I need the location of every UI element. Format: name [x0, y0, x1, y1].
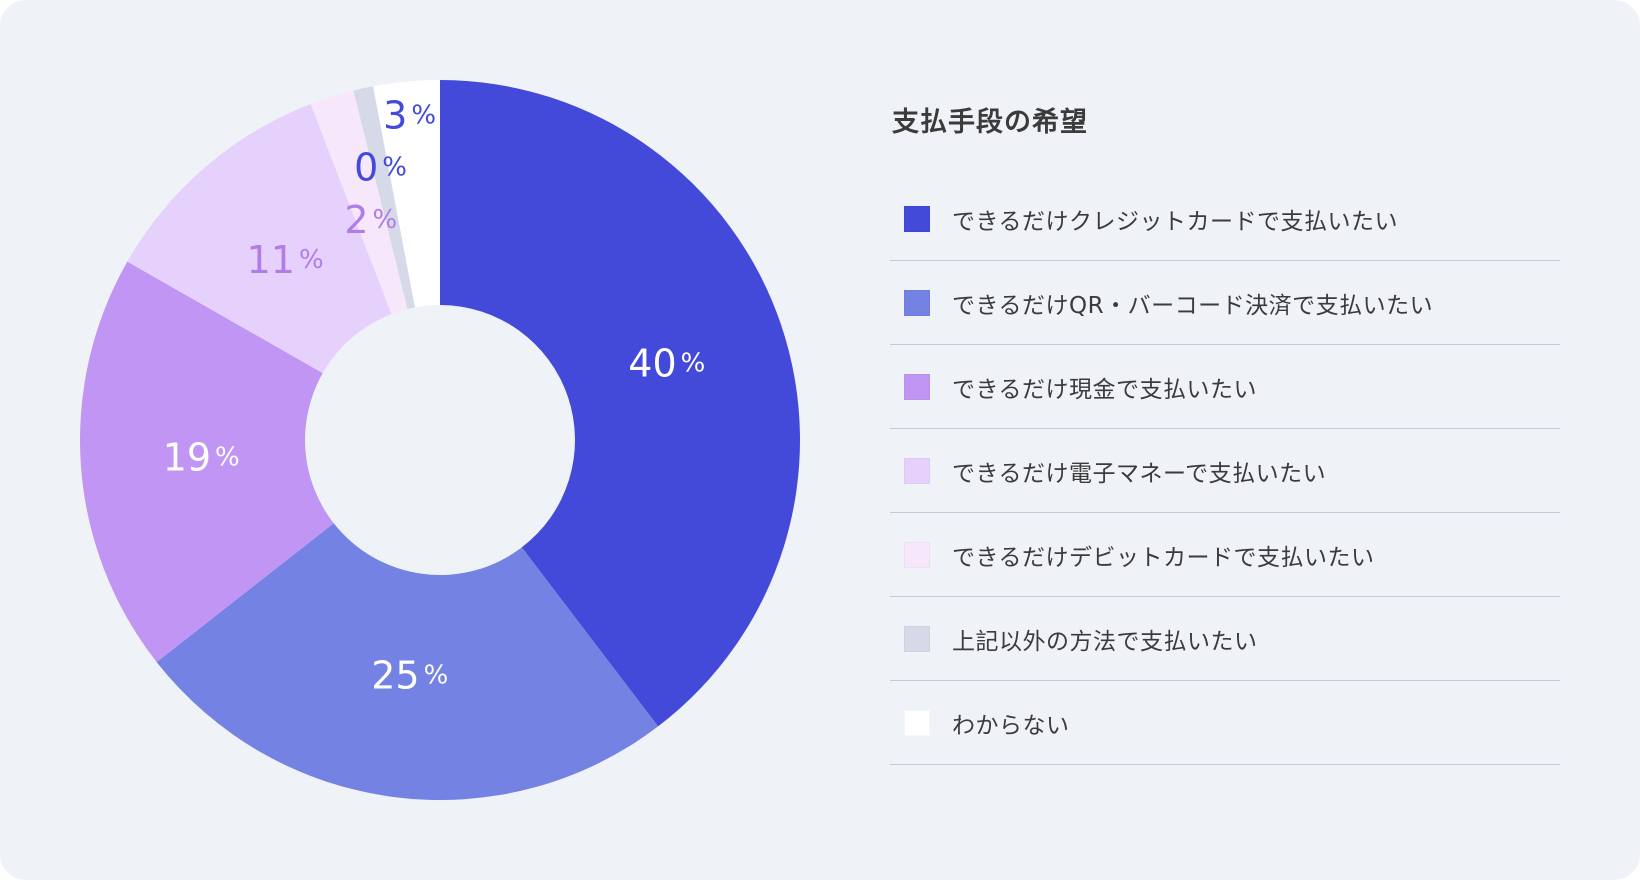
- donut-labels: 40 % 25 % 19 % 11 % 2 % 0 % 3%: [163, 94, 706, 698]
- legend-item-6: 上記以外の方法で支払いたい: [890, 597, 1560, 681]
- donut-slice-5: [310, 90, 408, 315]
- legend-label: できるだけクレジットカードで支払いたい: [952, 208, 1399, 235]
- donut-slice-4: [127, 104, 392, 374]
- legend-swatch: [904, 457, 930, 484]
- legend-swatch: [904, 373, 930, 400]
- slice-label-4: 11%: [247, 238, 324, 282]
- donut-slice-1: [440, 80, 801, 727]
- legend-swatch: [904, 205, 930, 232]
- legend-item-5: できるだけデビットカードで支払いたい: [890, 513, 1560, 597]
- slice-label-3: 19%: [163, 436, 240, 480]
- slice-label-1: 40%: [628, 341, 705, 385]
- slice-label-2: 25%: [371, 654, 448, 698]
- legend-items: できるだけクレジットカードで支払いたいできるだけQR・バーコード決済で支払いたい…: [890, 177, 1560, 765]
- slice-label-6: 0%: [354, 145, 407, 189]
- legend-swatch: [904, 625, 930, 652]
- donut-chart: 40 % 25 % 19 % 11 % 2 % 0 % 3%: [80, 80, 801, 800]
- donut-slice-2: [156, 523, 659, 800]
- donut-slices: [80, 80, 801, 800]
- chart-title: 支払手段の希望: [892, 107, 1088, 138]
- donut-slice-6: [353, 86, 415, 309]
- legend-label: できるだけ現金で支払いたい: [952, 376, 1258, 403]
- legend-label: 上記以外の方法で支払いたい: [952, 628, 1258, 655]
- legend-item-4: できるだけ電子マネーで支払いたい: [890, 429, 1560, 513]
- donut-slice-7: [373, 80, 440, 308]
- legend-item-3: できるだけ現金で支払いたい: [890, 345, 1560, 429]
- legend-label: できるだけ電子マネーで支払いたい: [952, 460, 1327, 487]
- legend-item-2: できるだけQR・バーコード決済で支払いたい: [890, 261, 1560, 345]
- legend-item-7: わからない: [890, 681, 1560, 765]
- legend-swatch: [904, 289, 930, 316]
- legend: 支払手段の希望 できるだけクレジットカードで支払いたいできるだけQR・バーコード…: [890, 100, 1560, 765]
- legend-swatch: [904, 709, 930, 736]
- slice-label-5: 2%: [344, 198, 397, 242]
- donut-slice-3: [80, 261, 334, 663]
- legend-label: わからない: [952, 712, 1070, 739]
- slice-label-7: 3%: [383, 94, 436, 138]
- legend-swatch: [904, 541, 930, 568]
- legend-label: できるだけデビットカードで支払いたい: [952, 544, 1375, 571]
- legend-label: できるだけQR・バーコード決済で支払いたい: [952, 292, 1434, 319]
- legend-item-1: できるだけクレジットカードで支払いたい: [890, 177, 1560, 261]
